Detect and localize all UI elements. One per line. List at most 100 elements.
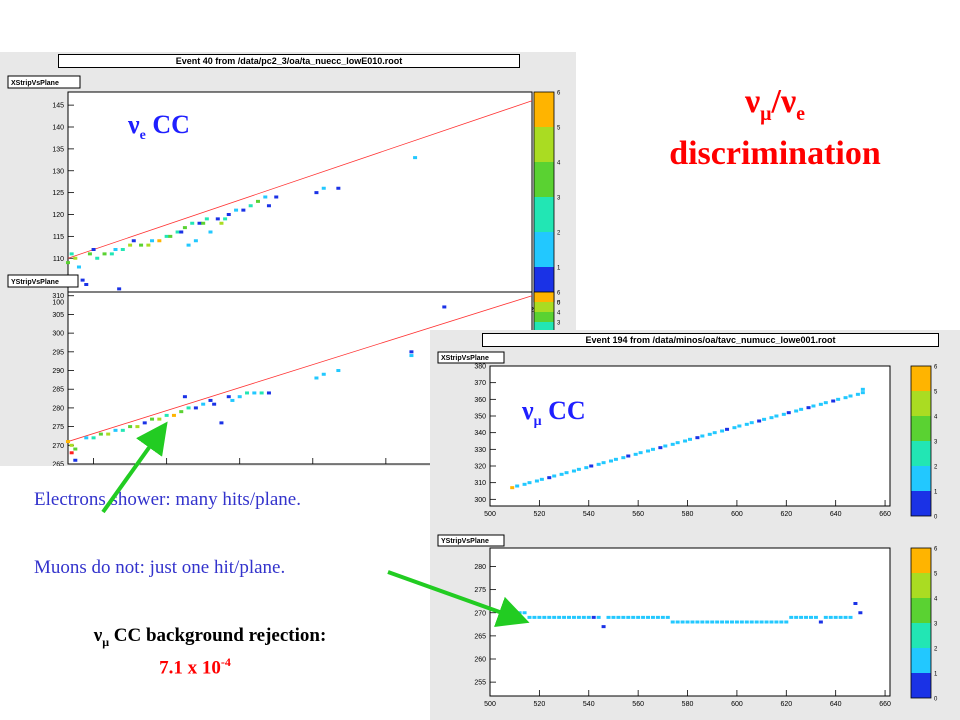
numu-hit-1-31: [665, 615, 670, 619]
numu-palette-band-1-0: [911, 673, 931, 698]
background-rejection-value: 7.1 x 10-4: [40, 655, 350, 679]
headline-nu2: ν: [780, 83, 797, 120]
numu-hit-1-26: [641, 615, 646, 619]
numu-palette-tick-1-2: 2: [934, 647, 938, 653]
nue-hit-0-10: [109, 252, 114, 256]
nue-hit-1-2: [69, 451, 74, 455]
numu-hit-1-64: [828, 615, 833, 619]
event-title-nue: Event 40 from /data/pc2_3/oa/ta_nuecc_lo…: [58, 54, 520, 68]
numu-hit-1-36: [690, 620, 695, 624]
nue-label-nu: ν: [128, 110, 140, 139]
numu-hit-0-0: [510, 486, 515, 490]
numu-plot-frame-1: [489, 547, 891, 697]
event-display-numu: Event 194 from /data/minos/oa/tavc_numuc…: [430, 330, 960, 720]
numu-hit-1-61: [813, 615, 818, 619]
numu-hit-0-4: [534, 479, 539, 483]
numu-xtick-label-1-520: 520: [534, 701, 546, 708]
nue-hit-1-20: [186, 406, 191, 410]
numu-tab-label-1: YStripVsPlane: [441, 538, 489, 545]
numu-hit-0-41: [762, 417, 767, 421]
numu-hit-0-45: [786, 411, 791, 415]
numu-hit-0-54: [843, 396, 848, 400]
numu-hit-1-25: [636, 615, 641, 619]
nue-hit-0-36: [234, 208, 239, 212]
numu-hit-0-15: [601, 461, 606, 465]
nue-fit-line-0: [67, 100, 533, 259]
numu-xtick-label-1-580: 580: [682, 701, 694, 708]
nue-hit-1-28: [237, 395, 242, 399]
nue-hit-1-13: [142, 421, 147, 425]
numu-palette-tick-1-6: 6: [934, 547, 938, 553]
numu-hit-1-3: [527, 615, 532, 619]
numu-hit-0-13: [589, 464, 594, 468]
numu-hit-0-30: [695, 436, 700, 440]
numu-palette-band-0-5: [911, 366, 931, 391]
numu-palette-band-0-1: [911, 466, 931, 491]
nue-hit-0-26: [190, 221, 195, 225]
nue-ytick-label-1-300: 300: [52, 331, 64, 338]
nue-palette-band-1-5: [534, 292, 554, 302]
numu-ytick-label-0-340: 340: [474, 430, 486, 437]
numu-tab-box-0: [437, 351, 505, 364]
nue-hit-1-36: [409, 350, 414, 354]
rejection-mantissa: 7.1 x 10: [159, 657, 221, 679]
numu-hit-0-51: [823, 401, 828, 405]
nue-hit-1-6: [91, 436, 96, 440]
nue-ytick-label-1-275: 275: [52, 424, 64, 431]
numu-hit-0-3: [527, 481, 532, 485]
numu-label-cc: CC: [541, 396, 586, 425]
numu-xtick-label-0-640: 640: [830, 511, 842, 518]
numu-hit-0-18: [621, 456, 626, 460]
nue-hit-0-14: [128, 243, 133, 247]
nue-hit-0-4: [80, 278, 85, 282]
numu-tab-label-0: XStripVsPlane: [441, 355, 489, 362]
numu-ytick-label-1-255: 255: [474, 680, 486, 687]
numu-hit-1-22: [621, 615, 626, 619]
numu-xtick-label-0-500: 500: [484, 511, 496, 518]
nue-hit-1-27: [230, 398, 235, 402]
numu-hit-1-9: [557, 615, 562, 619]
numu-palette-band-1-1: [911, 648, 931, 673]
nue-hit-0-28: [197, 221, 202, 225]
numu-label-nu: ν: [522, 396, 534, 425]
nue-palette-tick-1-6: 6: [557, 291, 561, 297]
nue-hit-0-35: [226, 213, 231, 216]
numu-xtick-label-0-620: 620: [780, 511, 792, 518]
nue-hit-1-29: [245, 391, 250, 395]
muons-text: Muons do not: just one hit/plane.: [34, 557, 286, 578]
nue-ytick-label-1-310: 310: [52, 293, 64, 300]
numu-hit-1-59: [804, 615, 809, 619]
nue-hit-1-7: [98, 432, 103, 436]
numu-hit-0-34: [720, 429, 725, 433]
numu-hit-1-10: [562, 615, 567, 619]
numu-palette-frame-1: [910, 547, 932, 699]
nue-palette-band-1-4: [534, 302, 554, 312]
numu-hit-1-39: [705, 620, 710, 624]
nue-hit-1-18: [179, 410, 184, 414]
numu-hit-1-46: [739, 620, 744, 624]
numu-hit-0-24: [658, 446, 663, 450]
numu-ytick-label-1-280: 280: [474, 564, 486, 571]
nue-palette-band-0-4: [534, 127, 554, 162]
nue-palette-band-1-2: [534, 322, 554, 332]
numu-hit-1-43: [725, 620, 730, 624]
nue-hit-0-22: [175, 230, 180, 234]
numu-hit-1-40: [710, 620, 715, 624]
nue-fit-line-1: [67, 295, 533, 442]
numu-hit-1-67: [843, 615, 848, 619]
numu-hit-1-15: [586, 615, 591, 619]
numu-hit-1-2: [522, 611, 527, 615]
nue-tab-label-0: XStripVsPlane: [11, 80, 59, 87]
nue-hit-1-35: [336, 369, 341, 373]
numu-hit-1-55: [784, 620, 789, 624]
nue-hit-1-0: [66, 440, 70, 444]
electrons-text: Electrons shower: many hits/plane.: [34, 489, 301, 510]
nue-ytick-label-0-120: 120: [52, 212, 64, 219]
background-rejection-heading: νμ CC background rejection:: [40, 625, 380, 650]
numu-xtick-label-1-560: 560: [632, 701, 644, 708]
nue-hit-0-0: [66, 261, 70, 265]
numu-hit-0-57: [860, 391, 865, 395]
nue-hit-0-39: [255, 199, 260, 203]
numu-hit-1-51: [764, 620, 769, 624]
